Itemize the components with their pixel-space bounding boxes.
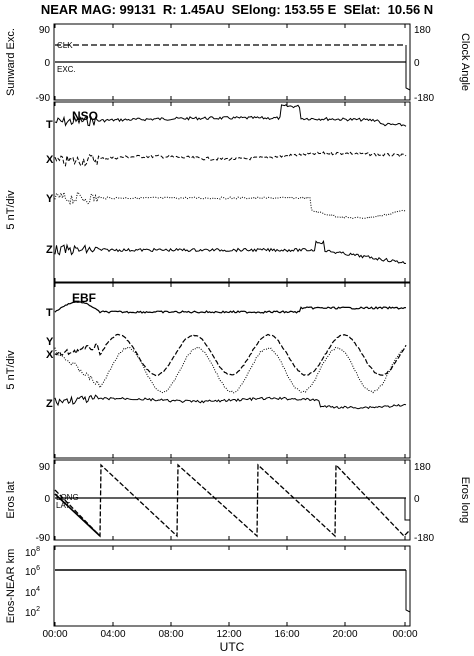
ebf-trace-z: Z — [46, 398, 53, 410]
eros-tick-90: 90 — [39, 462, 51, 473]
nso-trace-t: T — [46, 119, 53, 131]
ebf-traces — [54, 301, 407, 410]
nso-ylabel: 5 nT/div — [5, 190, 17, 230]
dist-tick-1e8: 108 — [25, 546, 40, 559]
header-selat: SElat: 10.56 N — [343, 2, 434, 17]
clock-tick-180: 180 — [414, 25, 431, 36]
eros-lat-ylabel: Eros lat — [5, 481, 17, 518]
ebf-trace-t: T — [46, 307, 53, 319]
nso-label: NSO — [72, 109, 98, 123]
ebf-t-line — [54, 301, 407, 314]
nso-trace-y: Y — [46, 193, 54, 205]
ebf-trace-y: Y — [46, 336, 54, 348]
tag-lat: LAT — [56, 501, 70, 510]
sunward-tick-90: 90 — [39, 25, 51, 36]
x-tick-label: 00:00 — [42, 629, 67, 640]
tag-exc: EXC. — [57, 65, 76, 74]
panel-sunward-frame — [53, 23, 411, 101]
eros-long-tick-0: 0 — [414, 494, 420, 505]
nso-y-line — [54, 191, 407, 220]
eros-end-marks — [404, 498, 410, 521]
clock-tick-neg180: -180 — [414, 93, 434, 104]
x-tick-label: 16:00 — [274, 629, 299, 640]
x-tick-label: 08:00 — [158, 629, 183, 640]
dist-tick-1e2: 102 — [25, 606, 40, 619]
sunward-ylabel: Sunward Exc. — [5, 28, 17, 96]
panel-ebf-frame — [53, 282, 411, 459]
ebf-x-line — [54, 333, 407, 377]
ebf-z-line — [54, 394, 407, 410]
eros-long-sawtooth — [54, 463, 411, 538]
clk-end-drop — [405, 45, 411, 91]
x-tick-label: 00:00 — [392, 629, 417, 640]
ebf-y-line — [54, 346, 407, 394]
distance-drop — [405, 570, 411, 613]
dist-tick-1e6: 106 — [25, 565, 40, 578]
distance-ylabel: Eros-NEAR km — [5, 549, 17, 624]
nso-traces — [54, 104, 407, 265]
x-tick-label: 04:00 — [100, 629, 125, 640]
x-tick-label: 20:00 — [332, 629, 357, 640]
eros-long-tick-neg180: -180 — [414, 533, 434, 544]
nso-z-line — [54, 239, 407, 265]
eros-long-tick-180: 180 — [414, 462, 431, 473]
header-title: NEAR MAG: 99131 — [40, 2, 156, 17]
eros-lat-early — [54, 493, 101, 537]
eros-tick-neg90: -90 — [36, 533, 51, 544]
header-range: R: 1.45AU — [162, 2, 225, 17]
nso-x-line — [54, 151, 407, 167]
nso-t-line — [54, 104, 407, 127]
eros-tick-0: 0 — [44, 494, 50, 505]
sunward-tick-0: 0 — [44, 58, 50, 69]
clock-tick-0: 0 — [414, 58, 420, 69]
panel-nso-frame — [53, 101, 411, 283]
panel-distance-frame — [53, 545, 411, 627]
ebf-label: EBF — [72, 291, 96, 305]
dist-tick-1e4: 104 — [25, 586, 40, 599]
eros-long-ylabel: Eros long — [459, 477, 471, 523]
clock-angle-ylabel: Clock Angle — [459, 33, 471, 91]
sunward-tick-neg90: -90 — [36, 93, 51, 104]
x-axis-label: UTC — [220, 640, 245, 654]
nso-trace-x: X — [46, 154, 54, 166]
ebf-trace-x: X — [46, 349, 54, 361]
x-tick-label: 12:00 — [216, 629, 241, 640]
chart-header: NEAR MAG: 99131 R: 1.45AU SElong: 153.55… — [0, 2, 474, 17]
nso-trace-z: Z — [46, 244, 53, 256]
ebf-ylabel: 5 nT/div — [5, 350, 17, 390]
header-selong: SElong: 153.55 E — [231, 2, 337, 17]
x-axis-ticks: 00:00 04:00 08:00 12:00 16:00 20:00 00:00 — [42, 24, 418, 640]
panel-eros-frame — [53, 459, 411, 541]
